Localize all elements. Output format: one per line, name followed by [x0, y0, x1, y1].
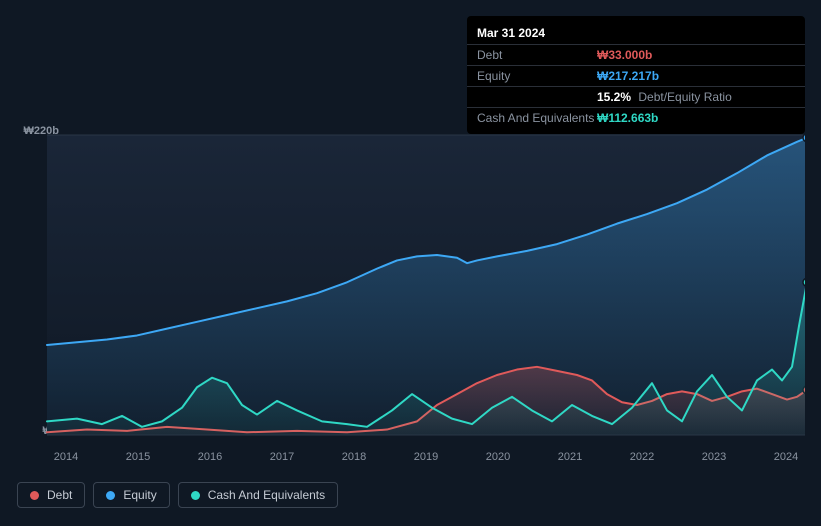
tooltip-row-ratio: 15.2% Debt/Equity Ratio [467, 86, 805, 107]
legend-swatch [30, 491, 39, 500]
x-axis: 2014 2015 2016 2017 2018 2019 2020 2021 2022 2023… [46, 451, 806, 469]
legend-item-debt[interactable]: Debt [17, 482, 85, 508]
legend-swatch [191, 491, 200, 500]
legend-label: Cash And Equivalents [208, 488, 325, 502]
x-axis-tick: 2016 [198, 451, 222, 463]
debt-equity-chart[interactable] [17, 125, 805, 440]
tooltip-row-debt: Debt ₩33.000b [467, 44, 805, 65]
legend-swatch [106, 491, 115, 500]
legend-item-equity[interactable]: Equity [93, 482, 169, 508]
chart-legend: Debt Equity Cash And Equivalents [17, 482, 338, 508]
tooltip-value-cash: ₩112.663b [597, 111, 658, 125]
x-axis-tick: 2017 [270, 451, 294, 463]
tooltip-label: Equity [477, 69, 597, 83]
legend-label: Equity [123, 488, 156, 502]
tooltip-value-debt: ₩33.000b [597, 48, 652, 62]
x-axis-tick: 2020 [486, 451, 510, 463]
x-axis-tick: 2019 [414, 451, 438, 463]
ratio-percent: 15.2% [597, 90, 631, 104]
x-axis-tick: 2018 [342, 451, 366, 463]
x-axis-tick: 2023 [702, 451, 726, 463]
legend-item-cash[interactable]: Cash And Equivalents [178, 482, 338, 508]
tooltip-date: Mar 31 2024 [467, 22, 805, 44]
chart-tooltip: Mar 31 2024 Debt ₩33.000b Equity ₩217.21… [467, 16, 805, 134]
tooltip-row-equity: Equity ₩217.217b [467, 65, 805, 86]
tooltip-value-ratio: 15.2% Debt/Equity Ratio [597, 90, 732, 104]
tooltip-value-equity: ₩217.217b [597, 69, 659, 83]
x-axis-tick: 2024 [774, 451, 798, 463]
ratio-label: Debt/Equity Ratio [638, 90, 731, 104]
tooltip-label [477, 90, 597, 104]
x-axis-tick: 2015 [126, 451, 150, 463]
x-axis-tick: 2021 [558, 451, 582, 463]
legend-label: Debt [47, 488, 72, 502]
x-axis-tick: 2014 [54, 451, 78, 463]
tooltip-label: Debt [477, 48, 597, 62]
x-axis-tick: 2022 [630, 451, 654, 463]
chart-svg [17, 125, 805, 440]
tooltip-label: Cash And Equivalents [477, 111, 597, 125]
